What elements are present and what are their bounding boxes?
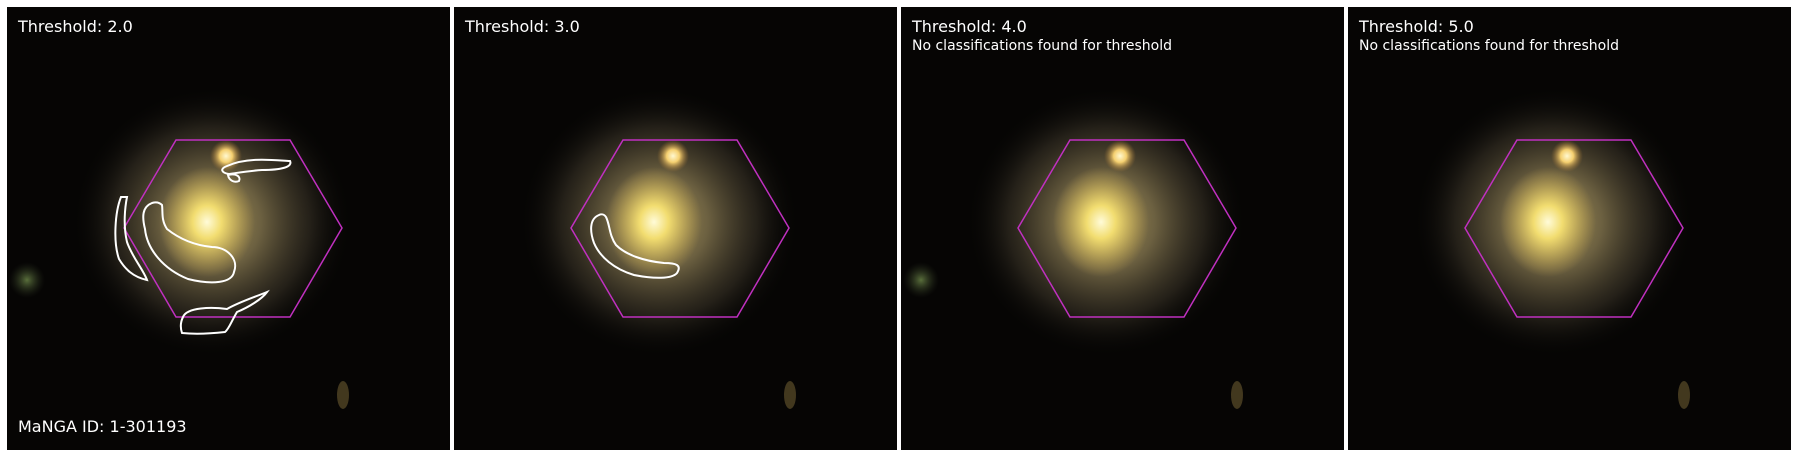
ifu-hexagon [1464, 139, 1684, 318]
manga-id-label: MaNGA ID: 1-301193 [18, 417, 187, 436]
background-object [337, 381, 349, 409]
foreground-star [1104, 140, 1136, 172]
no-classifications-note: No classifications found for threshold [912, 38, 1172, 54]
ifu-hexagon [1017, 139, 1237, 318]
galaxy-image [901, 7, 1344, 450]
galaxy-image [1348, 7, 1791, 450]
foreground-star [1551, 140, 1583, 172]
classification-contour [226, 173, 241, 183]
image-panel-threshold-2: Threshold: 2.0 MaNGA ID: 1-301193 [7, 7, 450, 450]
galaxy-core [1053, 167, 1149, 277]
galaxy-core [159, 167, 255, 277]
ifu-hexagon [570, 139, 790, 318]
classification-contour [179, 289, 270, 335]
galaxy-image [7, 7, 450, 450]
background-object [784, 381, 796, 409]
classification-contour [142, 201, 237, 284]
galaxy-image [454, 7, 897, 450]
no-classifications-note: No classifications found for threshold [1359, 38, 1619, 54]
galaxy-core [1500, 167, 1596, 277]
image-panel-threshold-5: Threshold: 5.0 No classifications found … [1348, 7, 1791, 450]
background-object [1231, 381, 1243, 409]
classification-contour [590, 213, 680, 279]
image-panel-threshold-3: Threshold: 3.0 [454, 7, 897, 450]
threshold-label: Threshold: 4.0 [912, 17, 1027, 36]
foreground-star [657, 140, 689, 172]
background-object [1678, 381, 1690, 409]
background-object [9, 262, 45, 298]
classification-contour [221, 158, 292, 176]
classification-contour [114, 196, 149, 282]
background-object [903, 262, 939, 298]
threshold-label: Threshold: 5.0 [1359, 17, 1474, 36]
threshold-label: Threshold: 2.0 [18, 17, 133, 36]
image-panel-threshold-4: Threshold: 4.0 No classifications found … [901, 7, 1344, 450]
threshold-label: Threshold: 3.0 [465, 17, 580, 36]
galaxy-core [606, 167, 702, 277]
